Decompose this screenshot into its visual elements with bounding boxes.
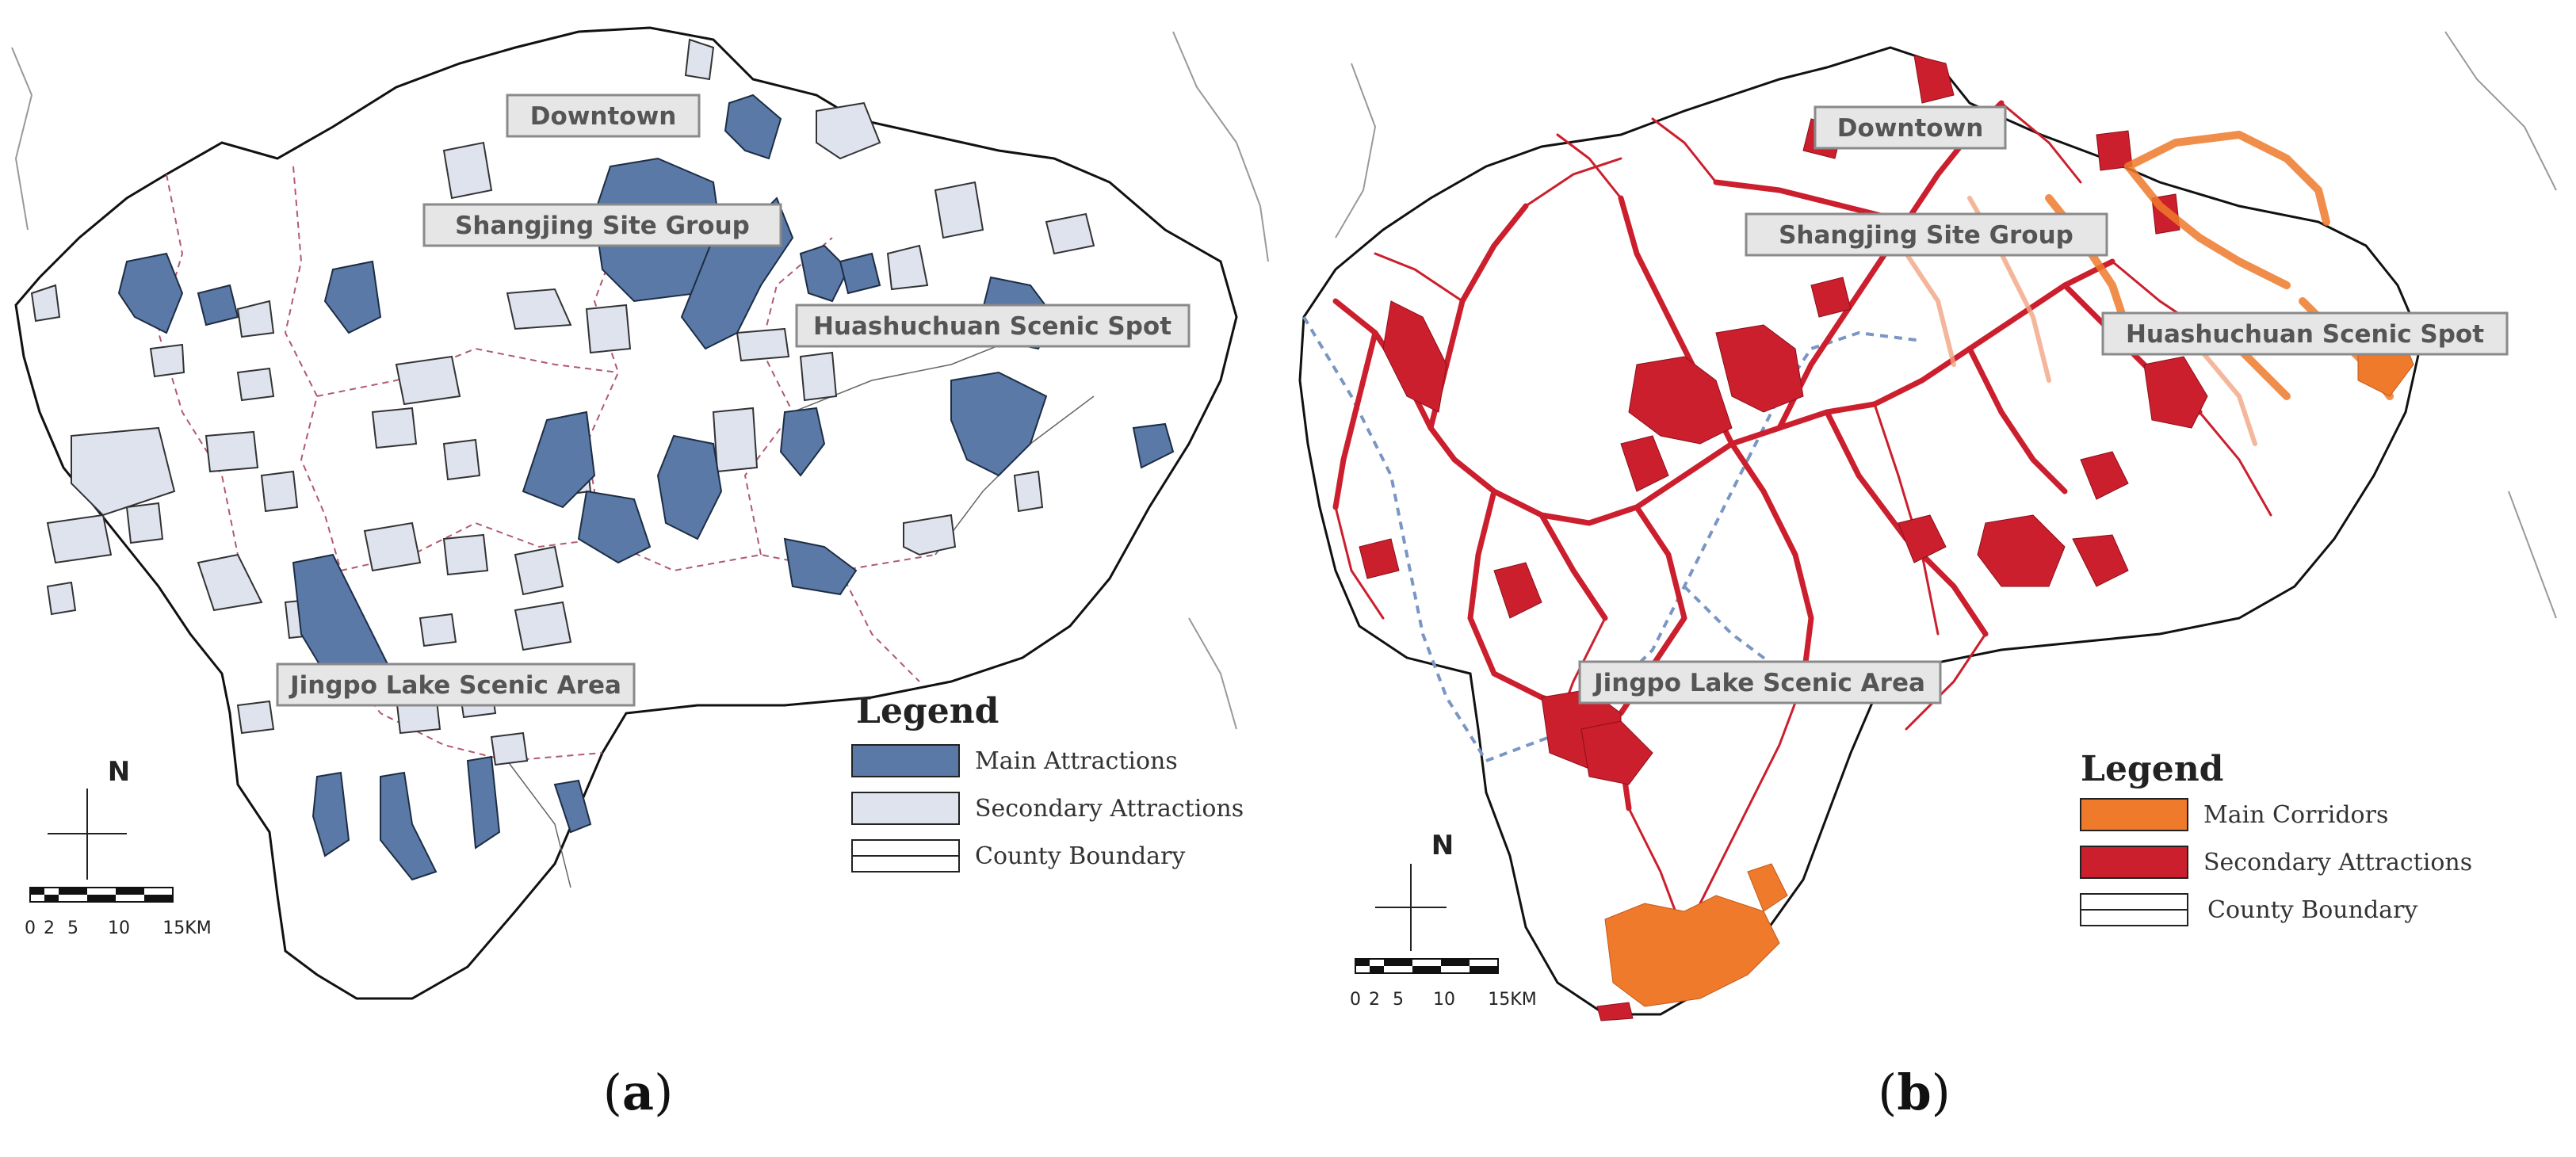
svg-text:Downtown: Downtown [1837,114,1984,143]
svg-text:10: 10 [108,918,130,938]
legend-swatch-secondary-attractions-b [2080,846,2188,879]
svg-text:Jingpo Lake Scenic Area: Jingpo Lake Scenic Area [1592,669,1925,697]
legend-label-secondary-attractions-b: Secondary Attractions [2203,849,2472,876]
scale-bar-a: 0 2 5 10 15KM [25,887,212,938]
map-a-canvas: Downtown Shangjing Site Group Huashuchua… [11,26,1269,1121]
label-downtown-b: Downtown [1814,105,2007,150]
caption-a: (a) [603,1063,674,1121]
legend-swatch-secondary-attractions [851,792,960,825]
legend-label-main-corridors: Main Corridors [2203,801,2388,829]
legend-swatch-main-attractions [851,744,960,777]
north-arrow-a: N [48,756,130,880]
neighbor-boundary-left-b [1335,63,1377,239]
legend-b: Legend Main Corridors Secondary Attracti… [2080,749,2472,926]
label-shangjing-b: Shangjing Site Group [1745,212,2108,257]
svg-text:2: 2 [44,918,55,938]
svg-text:5: 5 [1393,990,1404,1010]
legend-label-secondary-attractions: Secondary Attractions [975,795,1244,823]
north-arrow-b: N [1375,830,1454,951]
svg-text:Shangjing Site Group: Shangjing Site Group [1779,221,2073,250]
svg-text:0: 0 [25,918,36,938]
svg-text:2: 2 [1369,990,1380,1010]
legend-label-county-boundary-b: County Boundary [2207,896,2417,924]
svg-text:0: 0 [1350,990,1361,1010]
svg-text:15KM: 15KM [1488,990,1536,1010]
neighbor-boundary-right-b [2444,31,2557,191]
map-b-canvas: Downtown Shangjing Site Group Huashuchua… [1298,31,2557,1121]
svg-text:10: 10 [1433,990,1455,1010]
neighbor-boundary-right2-a [1188,617,1237,730]
neighbor-boundary-left-a [11,47,33,231]
label-huashuchuan-a: Huashuchuan Scenic Spot [795,304,1191,348]
neighbor-boundary-right2-b [2508,491,2557,619]
label-huashuchuan-b: Huashuchuan Scenic Spot [2101,311,2509,356]
label-jingpo-a: Jingpo Lake Scenic Area [276,663,636,707]
county-outline-b [1298,46,2423,1016]
legend-title-a: Legend [856,691,999,731]
svg-text:Shangjing Site Group: Shangjing Site Group [455,212,750,240]
svg-text:5: 5 [67,918,78,938]
legend-label-main-attractions: Main Attractions [975,747,1178,775]
legend-swatch-main-corridors [2080,798,2188,831]
svg-text:Downtown: Downtown [530,102,677,131]
neighbor-boundary-right-a [1172,31,1269,262]
secondary-attractions-patches-b [1359,55,2208,1021]
svg-text:15KM: 15KM [162,918,211,938]
map-panel-b: Downtown Shangjing Site Group Huashuchua… [1288,0,2576,1157]
svg-text:Huashuchuan Scenic Spot: Huashuchuan Scenic Spot [813,312,1171,341]
svg-text:N: N [1431,830,1454,861]
legend-label-county-boundary: County Boundary [975,842,1185,870]
legend-a: Legend Main Attractions Secondary Attrac… [851,691,1244,873]
legend-title-b: Legend [2081,749,2223,789]
label-shangjing-a: Shangjing Site Group [422,203,782,247]
svg-text:N: N [108,756,130,788]
label-jingpo-b: Jingpo Lake Scenic Area [1578,660,1942,705]
map-panel-a: Downtown Shangjing Site Group Huashuchua… [11,26,1269,1121]
label-downtown-a: Downtown [506,94,701,138]
caption-b: (b) [1878,1063,1951,1121]
svg-text:Jingpo Lake Scenic Area: Jingpo Lake Scenic Area [289,671,621,700]
scale-bar-b: 0 2 5 10 15KM [1350,958,1537,1010]
svg-text:Huashuchuan Scenic Spot: Huashuchuan Scenic Spot [2126,320,2484,349]
